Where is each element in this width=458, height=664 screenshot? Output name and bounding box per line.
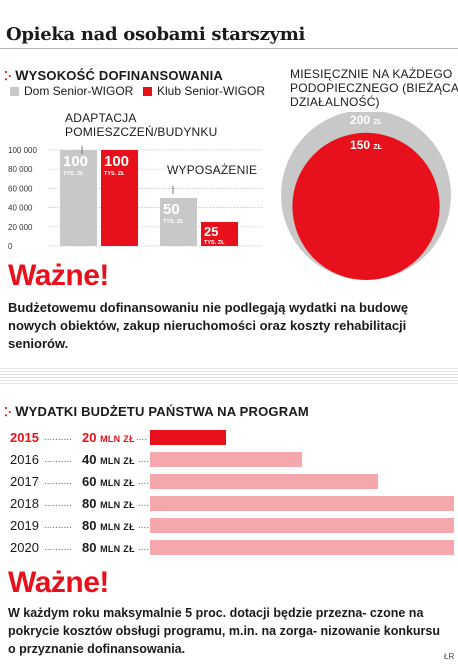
- circle-klub: [292, 132, 440, 280]
- year-label: 2018: [10, 496, 39, 511]
- section-heading-text: YSOKOŚĆ DOFINANSOWANIA: [28, 68, 223, 83]
- value-number: 60: [82, 474, 101, 489]
- value-unit: MLN ZŁ: [100, 544, 135, 554]
- bar: [101, 150, 138, 246]
- circle-unit-label: ZŁ: [373, 119, 382, 126]
- leader-dots: ....: [138, 542, 150, 553]
- annotation-line: PODOPIECZNEGO (BIEŻĄCA: [290, 81, 458, 95]
- bar-value-label: 50: [163, 201, 180, 218]
- budget-bar: [150, 452, 302, 467]
- leader-dots: ..........: [44, 476, 72, 487]
- bar-value-label: 100: [104, 153, 129, 170]
- important-title: Ważne!: [8, 259, 109, 292]
- author-credit: ŁR: [444, 652, 455, 661]
- section-heading-initial: W: [15, 67, 29, 83]
- important-text-2: W każdym roku maksymalnie 5 proc. dotacj…: [8, 606, 441, 656]
- budget-bar: [150, 518, 454, 533]
- value-number: 80: [82, 540, 101, 555]
- budget-bar: [150, 540, 454, 555]
- year-value-label: 20 MLN ZŁ: [82, 430, 135, 445]
- year-value-label: 80 MLN ZŁ: [82, 496, 135, 511]
- important-text: Budżetowemu dofinansowaniu nie podlegają…: [8, 300, 409, 351]
- section-heading-budget: ⁚· WYDATKI BUDŻETU PAŃSTWA NA PROGRAM: [4, 403, 309, 419]
- leader-dots: ....: [138, 476, 150, 487]
- section-heading-text: YDATKI BUDŻETU PAŃSTWA NA PROGRAM: [28, 404, 309, 419]
- y-tick-label: 80 000: [8, 165, 33, 174]
- legend-item-klub: Klub Senior-WIGOR: [143, 84, 265, 98]
- year-label: 2017: [10, 474, 39, 489]
- section-divider: [0, 368, 458, 386]
- bar: [201, 222, 238, 246]
- page-title: Opieka nad osobami starszymi: [6, 24, 305, 45]
- value-number: 80: [82, 518, 101, 533]
- value-number: 80: [82, 496, 101, 511]
- leader-dots: ..........: [44, 520, 72, 531]
- year-label: 2016: [10, 452, 39, 467]
- bar-unit-label: TYS. ZŁ: [163, 219, 184, 225]
- section-heading-funding: ⁚· WYSOKOŚĆ DOFINANSOWANIA: [4, 67, 223, 83]
- legend-label: Klub Senior-WIGOR: [157, 84, 266, 98]
- year-value-label: 40 MLN ZŁ: [82, 452, 135, 467]
- annotation-line: POMIESZCZEŃ/BUDYNKU: [65, 125, 218, 139]
- bar-value-label: 100: [63, 153, 88, 170]
- red-dots-icon: ⁚·: [4, 69, 13, 83]
- legend-item-dom: Dom Senior-WIGOR: [10, 84, 133, 98]
- annotation-adaptation: ADAPTACJA POMIESZCZEŃ/BUDYNKU: [65, 111, 217, 139]
- red-dots-icon: ⁚·: [4, 405, 13, 419]
- legend-swatch-red: [143, 86, 152, 96]
- leader-dots: ....: [138, 454, 150, 465]
- bar-unit-label: TYS. ZŁ: [63, 171, 84, 177]
- annotation-line: MIESIĘCZNIE NA KAŻDEGO: [290, 67, 453, 81]
- year-value-label: 80 MLN ZŁ: [82, 540, 135, 555]
- value-unit: MLN ZŁ: [100, 500, 135, 510]
- leader-dots: ....: [138, 498, 150, 509]
- year-label: 2019: [10, 518, 39, 533]
- bar: [60, 150, 97, 246]
- leader-dots: ..........: [44, 542, 72, 553]
- bar-unit-label: TYS. ZŁ: [204, 240, 225, 246]
- annotation-line: DZIAŁALNOŚĆ): [290, 95, 380, 109]
- year-label: 2020: [10, 540, 39, 555]
- value-unit: MLN ZŁ: [100, 434, 135, 444]
- title-divider: [0, 48, 458, 49]
- bar-unit-label: TYS. ZŁ: [104, 171, 125, 177]
- circle-unit-label: ZŁ: [373, 144, 382, 151]
- annotation-monthly: MIESIĘCZNIE NA KAŻDEGO PODOPIECZNEGO (BI…: [290, 67, 458, 109]
- annotation-equipment: WYPOSAŻENIE: [167, 163, 258, 177]
- value-unit: MLN ZŁ: [100, 522, 135, 532]
- budget-bar-chart: 2015.......... 20 MLN ZŁ.... 2016.........…: [0, 428, 458, 568]
- leader-dots: ..........: [44, 432, 72, 443]
- year-label: 2015: [10, 430, 39, 445]
- bar: [160, 198, 197, 246]
- important-title-2: Ważne!: [8, 566, 109, 599]
- year-value-label: 60 MLN ZŁ: [82, 474, 135, 489]
- legend-label: Dom Senior-WIGOR: [24, 84, 134, 98]
- y-tick-label: 20 000: [8, 223, 33, 232]
- budget-bar: [150, 430, 226, 445]
- leader-dots: ..........: [44, 454, 72, 465]
- leader-dots: ..........: [44, 498, 72, 509]
- leader-dots: ....: [136, 432, 148, 443]
- budget-bar: [150, 474, 378, 489]
- value-number: 20: [82, 430, 101, 445]
- value-unit: MLN ZŁ: [100, 478, 135, 488]
- section-heading-initial: W: [15, 403, 29, 419]
- value-unit: MLN ZŁ: [100, 456, 135, 466]
- year-value-label: 80 MLN ZŁ: [82, 518, 135, 533]
- y-tick-label: 100 000: [8, 146, 37, 155]
- y-tick-label: 60 000: [8, 184, 33, 193]
- y-tick-label: 40 000: [8, 204, 33, 213]
- y-tick-label: 0: [8, 242, 13, 251]
- value-number: 40: [82, 452, 101, 467]
- legend-swatch-gray: [10, 86, 19, 96]
- leader-dots: ....: [138, 520, 150, 531]
- budget-bar: [150, 496, 454, 511]
- annotation-line: ADAPTACJA: [65, 111, 137, 125]
- bar-value-label: 25: [204, 224, 218, 239]
